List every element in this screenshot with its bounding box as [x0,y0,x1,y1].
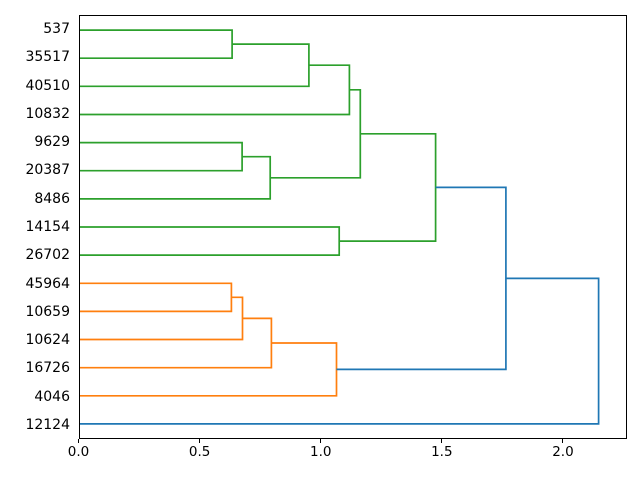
dendrogram-link [336,186,507,371]
x-tick-mark [78,439,79,443]
x-tick-mark [199,439,201,443]
leaf-label-4046: 4046 [34,388,70,405]
dendrogram-link [79,29,233,60]
dendrogram-link [338,132,436,242]
dendrogram-plot [79,29,599,425]
dendrogram-link [79,296,243,341]
dendrogram-link [269,88,361,179]
dendrogram-link [79,226,340,256]
leaf-label-8486: 8486 [34,190,70,207]
x-tick-mark [441,439,443,443]
x-tick-label-1.0: 1.0 [309,444,332,460]
leaf-label-537: 537 [43,21,70,38]
leaf-label-10832: 10832 [25,105,70,122]
dendrogram-link [79,342,337,397]
x-tick-label-1.5: 1.5 [431,444,453,460]
dendrogram-link [79,277,599,425]
leaf-label-26702: 26702 [25,247,70,264]
plot-area [78,15,627,439]
x-tick-label-0.5: 0.5 [188,444,211,460]
x-tick-mark [562,439,564,443]
x-tick-label-0.0: 0.0 [67,444,90,460]
leaf-label-10624: 10624 [25,332,70,349]
leaf-label-45964: 45964 [25,275,70,292]
leaf-label-16726: 16726 [25,360,70,377]
leaf-label-14154: 14154 [25,219,70,235]
dendrogram-link [79,43,310,88]
leaf-label-20387: 20387 [25,162,70,179]
x-tick-mark [320,439,322,443]
leaf-label-9629: 9629 [34,134,70,151]
dendrogram-link [79,282,232,313]
leaf-label-40510: 40510 [25,77,70,94]
leaf-label-10659: 10659 [25,303,70,320]
x-tick-label-2.0: 2.0 [552,444,574,460]
dendrogram-link [79,141,243,172]
leaf-label-12124: 12124 [25,416,70,433]
leaf-label-35517: 35517 [25,49,70,66]
